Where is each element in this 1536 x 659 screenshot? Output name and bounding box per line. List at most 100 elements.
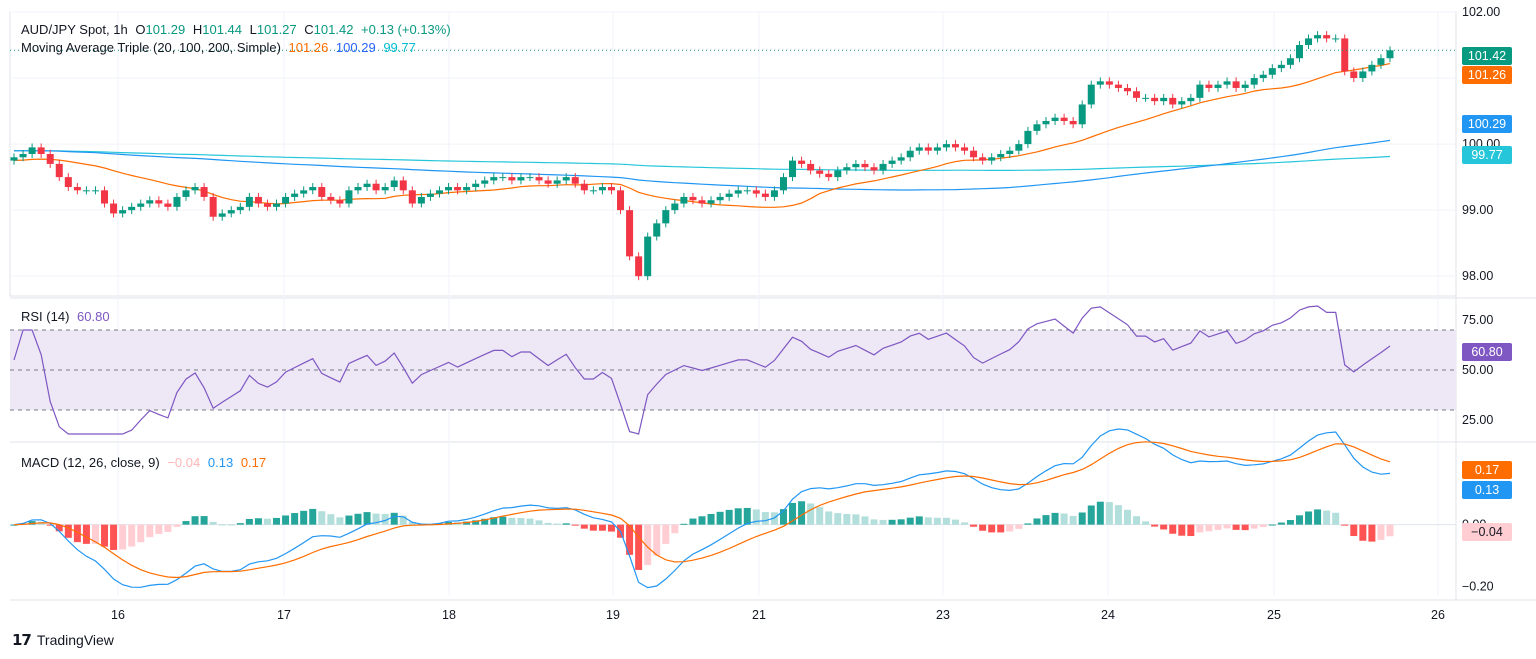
- candle-body: [562, 177, 570, 181]
- candle-body: [897, 157, 905, 161]
- candle-body: [155, 200, 163, 204]
- candle-body: [300, 190, 308, 194]
- ohlc-open: O101.29: [135, 22, 186, 37]
- macd-histogram-bar: [1377, 524, 1385, 540]
- candle-body: [28, 147, 36, 154]
- candle-body: [725, 193, 733, 197]
- time-tick-label: 26: [1431, 608, 1445, 622]
- candle-body: [879, 163, 887, 171]
- macd-histogram-bar: [1359, 524, 1367, 541]
- macd-histogram-bar: [146, 524, 154, 538]
- candle-body: [942, 144, 950, 148]
- candle-body: [1205, 84, 1213, 88]
- rsi-tick-label: 50.00: [1462, 363, 1493, 377]
- macd-histogram-bar: [354, 513, 362, 525]
- candle-body: [598, 187, 606, 191]
- candle-body: [798, 160, 806, 164]
- candle-body: [825, 173, 833, 178]
- moving-average-lines: [13, 63, 1391, 208]
- candle-body: [182, 190, 190, 197]
- macd-histogram-bar: [508, 517, 516, 525]
- candle-body: [770, 190, 778, 197]
- candle-body: [1305, 38, 1313, 46]
- macd-histogram-bar: [834, 513, 842, 525]
- macd-histogram-bar: [1033, 518, 1041, 525]
- macd-histogram-bar: [110, 524, 118, 550]
- macd-histogram-bar: [1277, 522, 1285, 525]
- candle-body: [852, 163, 860, 168]
- macd-legend: MACD (12, 26, close, 9) −0.04 0.13 0.17: [21, 455, 270, 471]
- candle-body: [1051, 117, 1059, 121]
- candle-body: [789, 160, 797, 178]
- macd-histogram-bar: [1142, 521, 1150, 525]
- macd-histogram-bar: [707, 513, 715, 525]
- rsi-band: [10, 329, 1456, 411]
- macd-histogram-bar: [1114, 505, 1122, 525]
- macd-histogram-bar: [137, 524, 145, 543]
- candle-body: [146, 200, 154, 204]
- candle-body: [779, 177, 787, 191]
- candle-body: [1250, 78, 1258, 85]
- macd-histogram-bar: [544, 522, 552, 525]
- macd-histogram-bar: [680, 523, 688, 525]
- tradingview-logo[interactable]: 𝟭𝟳 TradingView: [12, 631, 114, 649]
- rsi-line: [13, 305, 1391, 435]
- macd-signal-tag: 0.17: [1462, 461, 1512, 479]
- candle-body: [571, 177, 579, 184]
- candle-body: [617, 190, 625, 211]
- candle-body: [1114, 84, 1122, 88]
- macd-hist-value: −0.04: [167, 455, 201, 470]
- price-tick-label: 98.00: [1462, 269, 1493, 283]
- ma200-line: [14, 150, 1391, 171]
- candle-body: [1268, 68, 1276, 75]
- macd-histogram-bar: [1368, 524, 1376, 542]
- macd-histogram-bar: [82, 524, 90, 544]
- candle-body: [508, 177, 516, 181]
- macd-histogram-bar: [363, 512, 371, 525]
- axes: 161718192123242526102.00101.00100.0099.0…: [111, 5, 1500, 622]
- candle-body: [1096, 81, 1104, 85]
- macd-histogram-bar: [933, 517, 941, 525]
- candle-body: [1232, 81, 1240, 88]
- macd-histogram-bar: [300, 510, 308, 525]
- candle-body: [752, 190, 760, 194]
- macd-histogram-bar: [1015, 524, 1023, 529]
- macd-histogram-bar: [761, 512, 769, 525]
- candle-body: [82, 190, 90, 192]
- ma20-value: 101.26: [288, 40, 329, 55]
- candle-body: [309, 187, 317, 191]
- candle-body: [553, 180, 561, 184]
- candle-body: [680, 196, 688, 204]
- candle-body: [1386, 50, 1394, 59]
- macd-histogram-bar: [1123, 509, 1131, 525]
- price-tick-label: 99.00: [1462, 203, 1493, 217]
- macd-histogram-bar: [1205, 524, 1213, 532]
- ma20-price-tag: 101.26: [1462, 66, 1512, 84]
- candle-body: [1105, 81, 1113, 85]
- candle-body: [245, 196, 253, 207]
- macd-histogram-bar: [327, 514, 335, 525]
- candle-body: [1133, 91, 1141, 98]
- candle-body: [915, 147, 923, 151]
- candle-body: [218, 213, 226, 217]
- candle-body: [1060, 117, 1068, 121]
- macd-histogram-bar: [698, 516, 706, 525]
- candle-body: [37, 147, 45, 154]
- macd-histogram-bar: [915, 516, 923, 525]
- candle-body: [481, 180, 489, 184]
- candle-body: [200, 187, 208, 197]
- tradingview-brand-text: TradingView: [36, 632, 114, 648]
- candle-body: [743, 190, 751, 192]
- ma100-line: [14, 139, 1391, 191]
- macd-histogram-bar: [598, 524, 606, 531]
- candle-body: [888, 160, 896, 164]
- macd-histogram-bar: [372, 513, 380, 525]
- macd-histogram-bar: [517, 518, 525, 525]
- candle-body: [1178, 101, 1186, 105]
- macd-hist-tag: −0.04: [1462, 523, 1512, 541]
- candle-body: [55, 163, 63, 178]
- macd-histogram-bar: [1305, 511, 1313, 525]
- macd-histogram-bar: [399, 515, 407, 525]
- macd-histogram-bar: [743, 507, 751, 525]
